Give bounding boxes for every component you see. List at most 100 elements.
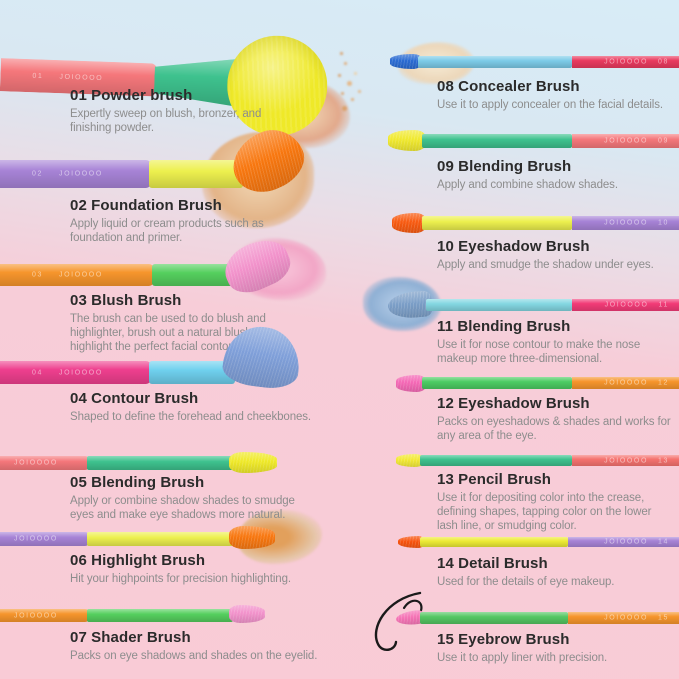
handle-number: 03 (32, 271, 43, 279)
brush-handle: JOIOOOO (0, 609, 89, 622)
brush-handle: JOIOOOO (0, 456, 89, 470)
handle-number: 10 (658, 219, 669, 227)
brush-06-desc: Hit your highpoints for precision highli… (70, 573, 291, 585)
handle-brand: JOIOOOO (604, 301, 649, 309)
handle-number: 09 (658, 137, 669, 145)
handle-brand: JOIOOOO (604, 538, 648, 546)
handle-print: 01 JOIOOOO (32, 72, 103, 81)
brush-ferrule (422, 377, 572, 389)
handle-brand: JOIOOOO (14, 612, 58, 619)
handle-print: 02 JOIOOOO (32, 171, 103, 178)
handle-brand: JOIOOOO (59, 369, 103, 376)
brush-ferrule (149, 160, 243, 188)
brush-handle: JOIOOOO 08 (572, 56, 679, 68)
brush-14-title: 14 Detail Brush (437, 555, 548, 572)
brush-06-title: 06 Highlight Brush (70, 552, 206, 569)
brush-10-title: 10 Eyeshadow Brush (437, 238, 590, 255)
brush-handle: 02 JOIOOOO (0, 160, 151, 188)
brush-04-desc: Shaped to define the forehead and cheekb… (70, 411, 312, 423)
brush-ferrule (87, 532, 233, 546)
blending-brush-05-graphic: JOIOOOO (0, 452, 290, 485)
handle-print: JOIOOOO 09 (604, 138, 669, 145)
brush-13-desc: Use it for depositing color into the cre… (437, 492, 652, 532)
brush-bristles (396, 454, 424, 467)
brush-15-title: 15 Eyebrow Brush (437, 631, 570, 648)
blending-brush-11-graphic: JOIOOOO 11 (386, 290, 679, 320)
highlight-brush-graphic: JOIOOOO (0, 526, 290, 561)
handle-print: 03 JOIOOOO (32, 272, 103, 279)
brush-bristles (390, 54, 422, 69)
handle-brand: JOIOOOO (59, 170, 103, 178)
brush-handle: JOIOOOO 14 (568, 537, 679, 547)
brush-ferrule (420, 537, 568, 547)
concealer-brush-graphic: JOIOOOO 08 (388, 52, 679, 76)
concealer-crumb-scatter (340, 52, 343, 55)
brush-handle: JOIOOOO 12 (572, 377, 679, 389)
brush-bristles (229, 605, 265, 623)
brush-12-desc: Packs on eyeshadows & shades and works f… (437, 416, 671, 442)
handle-brand: JOIOOOO (604, 58, 648, 66)
brush-11-title: 11 Blending Brush (437, 318, 571, 335)
handle-number: 04 (32, 369, 43, 376)
handle-brand: JOIOOOO (604, 137, 648, 145)
blush-brush-graphic: 03 JOIOOOO (0, 231, 310, 323)
handle-number: 02 (32, 170, 43, 178)
brush-04-title: 04 Contour Brush (70, 390, 199, 407)
brush-ferrule (87, 456, 233, 470)
brush-ferrule (149, 361, 235, 384)
brush-handle: JOIOOOO 09 (572, 134, 679, 148)
brush-bristles (398, 536, 424, 548)
handle-number: 13 (658, 457, 669, 464)
handle-brand: JOIOOOO (14, 459, 58, 467)
handle-print: JOIOOOO 13 (604, 457, 669, 464)
handle-print: JOIOOOO 12 (604, 380, 669, 387)
handle-print: 04 JOIOOOO (32, 369, 103, 376)
detail-brush-graphic: JOIOOOO 14 (388, 534, 679, 554)
brush-13-title: 13 Pencil Brush (437, 471, 552, 488)
brush-09-title: 09 Blending Brush (437, 158, 572, 175)
handle-print: JOIOOOO 08 (604, 59, 669, 66)
brush-handle: JOIOOOO (0, 532, 89, 546)
handle-brand: JOIOOOO (14, 535, 58, 543)
handle-brand: JOIOOOO (59, 73, 104, 82)
handle-brand: JOIOOOO (604, 457, 648, 464)
brush-11-desc: Use it for nose contour to make the nose… (437, 339, 641, 365)
eyebrow-brush-graphic: JOIOOOO 15 (388, 609, 679, 632)
brush-bristles (388, 130, 426, 151)
brush-07-desc: Packs on eye shadows and shades on the e… (70, 650, 318, 662)
handle-brand: JOIOOOO (604, 379, 648, 387)
handle-print: JOIOOOO 14 (604, 539, 669, 546)
brush-ferrule (422, 216, 572, 230)
brush-ferrule (418, 56, 572, 68)
brush-14-desc: Used for the details of eye makeup. (437, 576, 615, 588)
brush-08-desc: Use it to apply concealer on the facial … (437, 99, 663, 111)
brush-handle: JOIOOOO 11 (572, 299, 679, 311)
handle-print: JOIOOOO 11 (605, 302, 669, 309)
brush-handle: 04 JOIOOOO (0, 361, 151, 384)
brush-handle: JOIOOOO 10 (572, 216, 679, 230)
handle-number: 11 (658, 301, 669, 309)
brush-09-desc: Apply and combine shadow shades. (437, 179, 618, 191)
brush-ferrule (420, 455, 572, 466)
brush-05-title: 05 Blending Brush (70, 474, 205, 491)
handle-number: 12 (658, 379, 669, 387)
brush-07-title: 07 Shader Brush (70, 629, 191, 646)
brush-10-desc: Apply and smudge the shadow under eyes. (437, 259, 654, 271)
handle-brand: JOIOOOO (59, 271, 103, 279)
brush-02-title: 02 Foundation Brush (70, 197, 222, 214)
handle-number: 01 (32, 72, 44, 80)
shader-brush-graphic: JOIOOOO (0, 605, 290, 636)
brush-03-desc: The brush can be used to do blush and hi… (70, 313, 266, 353)
brush-handle: JOIOOOO 15 (568, 612, 679, 624)
blending-brush-09-graphic: JOIOOOO 09 (388, 130, 679, 156)
brush-ferrule (420, 612, 568, 624)
brush-handle: 03 JOIOOOO (0, 264, 154, 286)
brush-03-title: 03 Blush Brush (70, 292, 182, 309)
handle-number: 15 (658, 614, 669, 622)
brush-08-title: 08 Concealer Brush (437, 78, 580, 95)
brush-01-title: 01 Powder brush (70, 87, 193, 104)
brush-ferrule (426, 299, 572, 311)
brush-05-desc: Apply or combine shadow shades to smudge… (70, 495, 295, 521)
handle-print: JOIOOOO 15 (604, 615, 669, 622)
brush-02-desc: Apply liquid or cream products such as f… (70, 218, 264, 244)
